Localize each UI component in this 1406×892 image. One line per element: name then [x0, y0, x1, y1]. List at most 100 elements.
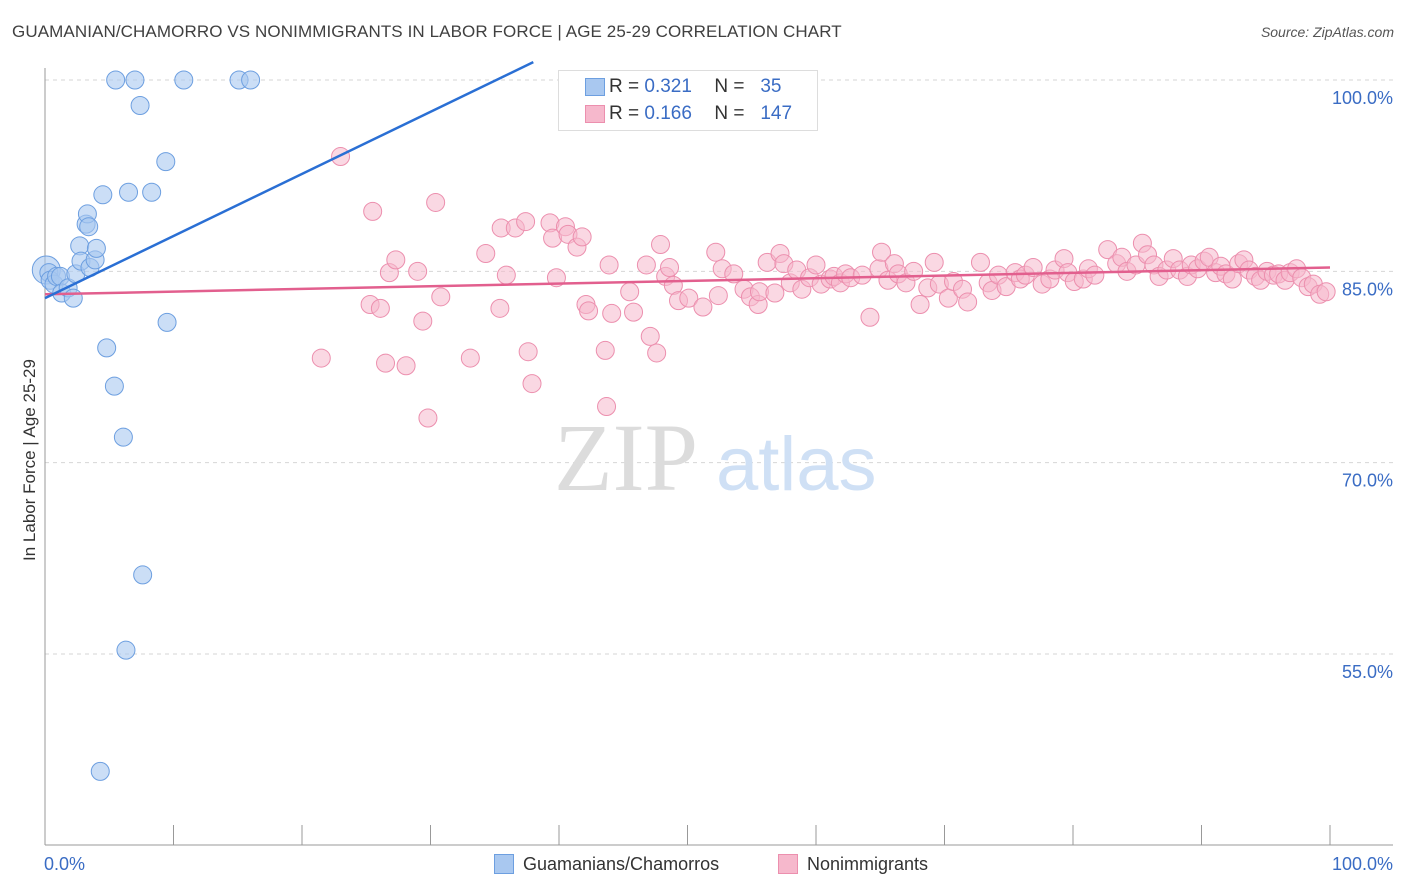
guamanians-trend-line [44, 61, 534, 300]
nonimmigrants-point [431, 287, 451, 307]
nonimmigrants-point [460, 348, 480, 368]
nonimmigrants-point [706, 242, 726, 262]
nonimmigrants-point [376, 353, 396, 373]
legend-r-label: R = [609, 76, 640, 97]
nonimmigrants-point [1023, 258, 1043, 278]
guamanians-point [119, 182, 139, 202]
legend-row-nonimmigrants: R = 0.166 N = 147 [585, 102, 793, 126]
nonimmigrants-point [476, 243, 496, 263]
nonimmigrants-point [396, 356, 416, 376]
nonimmigrants-point [370, 298, 390, 318]
legend-swatch-blue [585, 78, 605, 96]
guamanians-point [125, 70, 145, 90]
nonimmigrants-point [904, 261, 924, 281]
nonimmigrants-point [636, 255, 656, 275]
correlation-legend: R = 0.321 N = 35 R = 0.166 N = 147 [558, 70, 818, 131]
bottom-legend-swatch-pink [778, 854, 798, 874]
nonimmigrants-point [597, 397, 617, 417]
guamanians-point [104, 376, 124, 396]
guamanians-point [93, 185, 113, 205]
nonimmigrants-point [1085, 265, 1105, 285]
nonimmigrants-point [910, 294, 930, 314]
y-tick-label: 55.0% [1342, 662, 1393, 682]
nonimmigrants-point [363, 201, 383, 221]
guamanians-point [174, 70, 194, 90]
legend-r-value: 0.166 [644, 103, 692, 124]
y-tick-labels: 100.0% 85.0% 70.0% 55.0% [1332, 88, 1393, 682]
guamanians-point [113, 427, 133, 447]
nonimmigrants-point [1316, 282, 1336, 302]
guamanians-point [86, 238, 106, 258]
nonimmigrants-point [496, 265, 516, 285]
bottom-legend-swatch-blue [494, 854, 514, 874]
guamanians-point [241, 70, 261, 90]
chart-title: GUAMANIAN/CHAMORRO VS NONIMMIGRANTS IN L… [12, 22, 842, 41]
guamanians-point [79, 217, 99, 237]
nonimmigrants-point [518, 342, 538, 362]
nonimmigrants-point [660, 258, 680, 278]
nonimmigrants-point [724, 264, 744, 284]
nonimmigrants-point [522, 374, 542, 394]
x-tick-labels: 0.0% 100.0% [44, 854, 1393, 874]
nonimmigrants-trend-line [44, 266, 1331, 296]
nonimmigrants-point [599, 255, 619, 275]
nonimmigrants-point [546, 268, 566, 288]
guamanians-point [156, 152, 176, 172]
y-tick-label: 85.0% [1342, 279, 1393, 299]
y-tick-label: 70.0% [1342, 471, 1393, 491]
nonimmigrants-point [572, 227, 592, 247]
nonimmigrants-point [418, 408, 438, 428]
nonimmigrants-point [386, 250, 406, 270]
nonimmigrants-point [516, 212, 536, 232]
guamanians-point [90, 761, 110, 781]
guamanians-point [63, 288, 83, 308]
legend-r-value: 0.321 [644, 76, 692, 97]
nonimmigrants-point [640, 326, 660, 346]
watermark: ZIP atlas [554, 404, 877, 511]
nonimmigrants-point [602, 303, 622, 323]
nonimmigrants-point [852, 265, 872, 285]
nonimmigrants-point [620, 282, 640, 302]
axes [44, 68, 1393, 846]
bottom-legend-label: Nonimmigrants [807, 853, 929, 874]
guamanians-points [31, 70, 261, 781]
legend-n-label: N = [714, 103, 745, 124]
legend-r-label: R = [609, 103, 640, 124]
grid-lines [45, 79, 1393, 655]
trend-lines [44, 61, 1331, 300]
guamanians-point [130, 96, 150, 116]
bottom-legend-nonimmigrants: Nonimmigrants [778, 852, 928, 876]
guamanians-point [106, 70, 126, 90]
nonimmigrants-points [311, 147, 1336, 428]
nonimmigrants-point [806, 255, 826, 275]
legend-n-label: N = [714, 76, 745, 97]
nonimmigrants-point [872, 242, 892, 262]
bottom-legend-label: Guamanians/Chamorros [523, 853, 720, 874]
y-tick-label: 100.0% [1332, 88, 1393, 108]
nonimmigrants-point [624, 302, 644, 322]
nonimmigrants-point [408, 261, 428, 281]
x-tick-label: 100.0% [1332, 854, 1393, 874]
legend-n-value: 147 [760, 103, 793, 124]
nonimmigrants-point [693, 297, 713, 317]
legend-swatch-pink [585, 105, 605, 123]
guamanians-point [116, 640, 136, 660]
nonimmigrants-point [958, 292, 978, 312]
nonimmigrants-point [579, 301, 599, 321]
nonimmigrants-point [426, 192, 446, 212]
nonimmigrants-point [970, 252, 990, 272]
nonimmigrants-point [311, 348, 331, 368]
source-credit: Source: ZipAtlas.com [1260, 24, 1394, 40]
guamanians-point [133, 565, 153, 585]
nonimmigrants-point [413, 311, 433, 331]
bottom-legend-guamanians: Guamanians/Chamorros [494, 852, 719, 876]
x-tick-label: 0.0% [44, 854, 85, 874]
nonimmigrants-point [708, 286, 728, 306]
nonimmigrants-point [679, 288, 699, 308]
nonimmigrants-point [651, 235, 671, 255]
nonimmigrants-point [647, 343, 667, 363]
watermark-zip: ZIP [554, 404, 698, 511]
legend-row-guamanians: R = 0.321 N = 35 [585, 75, 782, 99]
legend-n-value: 35 [760, 76, 782, 97]
